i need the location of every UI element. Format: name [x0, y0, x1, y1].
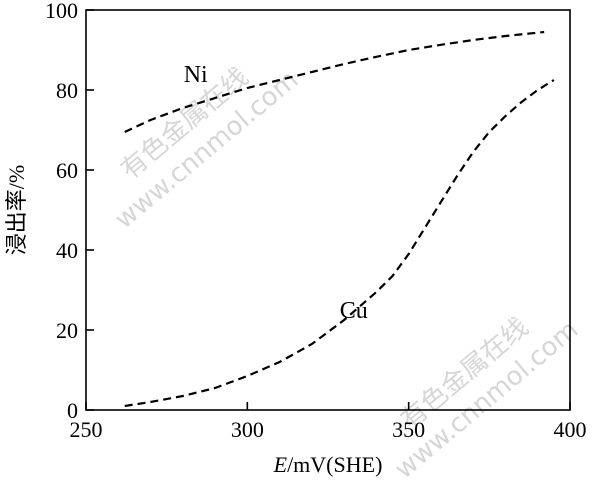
y-tick-label: 80 — [56, 78, 78, 103]
y-tick-label: 20 — [56, 318, 78, 343]
x-tick-label: 400 — [554, 417, 587, 442]
x-tick-label: 250 — [70, 417, 103, 442]
annotations: Ni Cu — [184, 62, 368, 324]
series-line-cu — [124, 79, 555, 408]
series-label-ni: Ni — [184, 62, 208, 88]
y-axis-title: 浸出率/% — [4, 165, 29, 255]
series-line-ni — [124, 30, 545, 133]
series-layer — [124, 30, 555, 408]
x-axis-title: E/mV(SHE) — [273, 452, 383, 477]
axis-ticks: 250 300 350 400 0 20 40 60 80 100 — [45, 0, 587, 442]
y-tick-label: 60 — [56, 158, 78, 183]
y-tick-label: 0 — [67, 398, 78, 423]
plot-frame — [85, 9, 571, 411]
y-tick-label: 100 — [45, 0, 78, 23]
y-tick-label: 40 — [56, 238, 78, 263]
x-tick-label: 300 — [231, 417, 264, 442]
x-tick-label: 350 — [392, 417, 425, 442]
series-label-cu: Cu — [340, 298, 368, 324]
